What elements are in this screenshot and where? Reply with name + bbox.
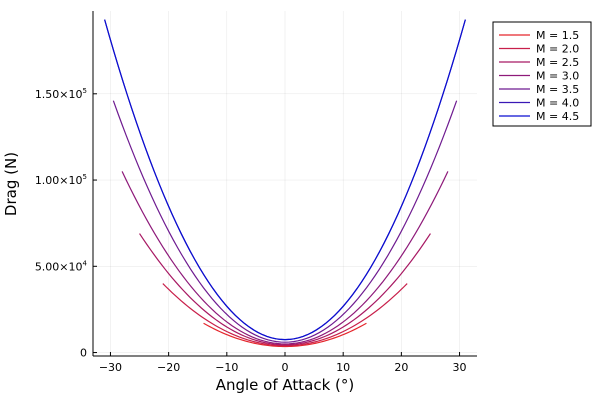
series-line-2 — [162, 283, 408, 347]
series-line-4 — [121, 171, 449, 345]
legend-label: M = 4.0 — [536, 97, 579, 110]
x-tick-label: 0 — [282, 361, 289, 374]
legend-label: M = 3.5 — [536, 83, 579, 96]
legend-label: M = 1.5 — [536, 29, 579, 42]
y-tick-label: 1.00×105 — [35, 173, 87, 187]
legend-label: M = 3.0 — [536, 70, 579, 83]
legend-box — [492, 21, 592, 127]
legend-label: M = 2.0 — [536, 43, 579, 56]
series-line-3 — [139, 233, 431, 346]
legend: M = 1.5M = 2.0M = 2.5M = 3.0M = 3.5M = 4… — [492, 21, 592, 127]
x-ticks: −30 −20 −10 0 10 20 30 — [99, 352, 467, 374]
x-axis-title: Angle of Attack (°) — [216, 376, 355, 394]
x-tick-label: −10 — [215, 361, 238, 374]
series-line-7 — [104, 19, 466, 341]
x-tick-label: 30 — [453, 361, 467, 374]
grid — [93, 11, 477, 356]
x-tick-label: 10 — [336, 361, 350, 374]
y-tick-label: 1.50×105 — [35, 87, 87, 101]
x-tick-label: −30 — [99, 361, 122, 374]
series-lines — [104, 19, 466, 348]
legend-label: M = 4.5 — [536, 110, 579, 123]
y-tick-label: 5.00×104 — [35, 259, 88, 273]
x-tick-label: −20 — [157, 361, 180, 374]
y-tick-label: 0 — [80, 347, 87, 360]
series-line-5 — [112, 100, 458, 343]
y-axis-title: Drag (N) — [2, 152, 20, 216]
series-line-1 — [203, 322, 367, 348]
y-ticks: 0 5.00×104 1.00×105 1.50×105 — [35, 87, 97, 360]
x-tick-label: 20 — [394, 361, 408, 374]
legend-label: M = 2.5 — [536, 56, 579, 69]
